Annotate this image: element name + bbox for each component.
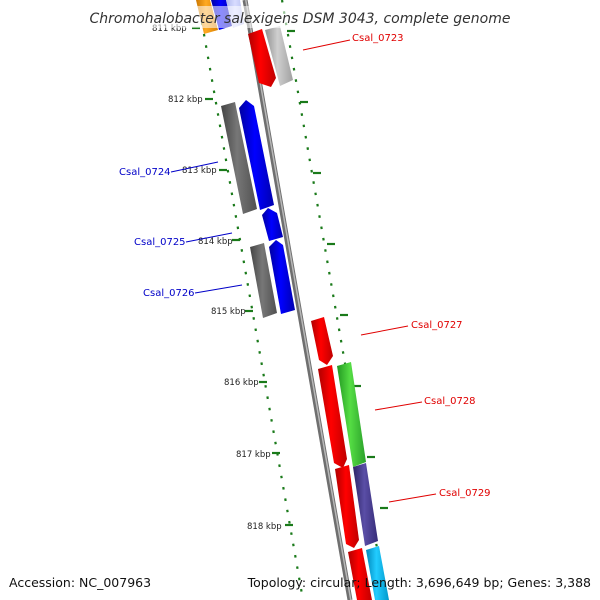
map-title: Chromohalobacter salexigens DSM 3043, co… [90, 11, 511, 27]
gene-label-csal-0723[interactable]: Csal_0723 [352, 33, 404, 44]
leader-csal-0728 [374, 401, 423, 411]
leader-csal-0729 [388, 493, 437, 503]
gene-label-csal-0728[interactable]: Csal_0728 [424, 396, 476, 407]
inner-dotted-track [196, 0, 305, 600]
leader-csal-0727 [360, 325, 409, 336]
outer-scale-ticks [287, 29, 388, 510]
gray-feature-0726[interactable] [250, 243, 277, 318]
gene-csal-0727-cds[interactable] [311, 317, 333, 365]
leader-csal-0726 [194, 284, 243, 294]
tick-label: 817 kbp [236, 450, 271, 460]
genome-backbone [242, 0, 353, 600]
tick-labels: 811 kbp 812 kbp 813 kbp 814 kbp 815 kbp … [152, 24, 282, 532]
tick-label: 816 kbp [224, 378, 259, 388]
gene-csal-0723-gray[interactable] [265, 26, 293, 86]
tick-label: 812 kbp [168, 95, 203, 105]
gene-csal-0724-cds[interactable] [239, 100, 274, 210]
label-leaders [170, 39, 437, 503]
gene-csal-0728-cds[interactable] [318, 365, 347, 468]
gene-label-csal-0729[interactable]: Csal_0729 [439, 488, 491, 499]
gene-csal-0725-cds[interactable] [262, 208, 283, 241]
tick-label: 818 kbp [247, 522, 282, 532]
tick-label: 811 kbp [152, 24, 187, 34]
title-backdrop [90, 6, 510, 28]
genome-backbone-highlight [245, 0, 352, 600]
gene-csal-0729-cds[interactable] [335, 465, 359, 548]
cyan-cds-feature[interactable] [366, 546, 389, 600]
purple-feature-0729[interactable] [353, 463, 378, 546]
leader-csal-0724 [170, 161, 219, 173]
gene-label-csal-0726[interactable]: Csal_0726 [143, 288, 195, 299]
red-cds-feature-bottom[interactable] [348, 548, 372, 600]
accession-text: Accession: NC_007963 [9, 575, 151, 590]
gene-label-csal-0725[interactable]: Csal_0725 [134, 237, 186, 248]
leader-csal-0725 [185, 232, 233, 243]
topology-text: Topology: circular; Length: 3,696,649 bp… [247, 575, 591, 590]
tick-label: 813 kbp [182, 166, 217, 176]
green-feature-0728[interactable] [337, 362, 366, 467]
gene-label-csal-0727[interactable]: Csal_0727 [411, 320, 463, 331]
gene-label-csal-0724[interactable]: Csal_0724 [119, 167, 171, 178]
leader-csal-0723 [302, 39, 351, 51]
gray-feature-0724[interactable] [221, 102, 257, 214]
tick-label: 815 kbp [211, 307, 246, 317]
gene-csal-0723-cds[interactable] [248, 29, 276, 87]
tick-label: 814 kbp [198, 237, 233, 247]
gene-csal-0726-cds[interactable] [269, 240, 295, 314]
